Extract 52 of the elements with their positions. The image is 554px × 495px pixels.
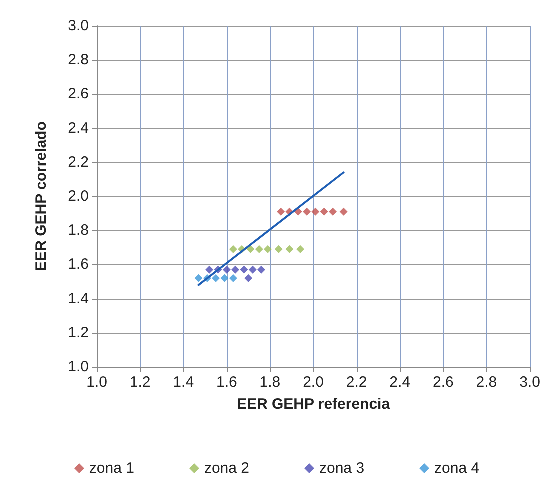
x-axis-title: EER GEHP referencia	[236, 396, 391, 413]
point	[258, 266, 266, 274]
point	[232, 266, 240, 274]
point	[244, 274, 253, 282]
y-tick-label: 1.0	[68, 358, 89, 376]
y-axis-title: EER GEHP correlado	[33, 122, 50, 272]
point	[320, 208, 328, 216]
point	[194, 274, 203, 282]
x-tick-label: 2.2	[346, 374, 368, 391]
point	[240, 266, 248, 274]
x-tick-label: 2.8	[476, 374, 498, 391]
point	[286, 245, 294, 254]
point	[229, 274, 238, 282]
point	[264, 245, 272, 254]
x-tick-label: 2.6	[432, 374, 454, 391]
point	[206, 266, 214, 274]
x-tick-label: 2.4	[390, 374, 411, 391]
x-tick-label: 1.2	[130, 374, 151, 391]
point	[255, 245, 264, 254]
point	[246, 245, 255, 254]
y-tick-label: 1.4	[68, 290, 89, 308]
y-tick-label: 2.4	[68, 120, 89, 137]
y-tick-label: 3.0	[68, 18, 89, 34]
legend-label: zona 1	[89, 460, 134, 477]
legend-label: zona 2	[204, 460, 250, 477]
point	[303, 208, 312, 216]
point	[212, 274, 220, 282]
y-tick-label: 1.2	[68, 324, 89, 342]
point	[277, 208, 286, 216]
y-tick-label: 2.6	[68, 86, 89, 103]
x-tick-label: 1.4	[173, 374, 194, 391]
x-tick-label: 1.8	[260, 374, 281, 391]
point	[222, 266, 231, 274]
y-tick-label: 2.0	[68, 188, 89, 205]
x-tick-label: 3.0	[520, 374, 540, 391]
x-tick-label: 1.6	[216, 374, 238, 391]
point	[220, 274, 229, 282]
legend-label: zona 4	[434, 460, 480, 477]
y-tick-label: 2.2	[68, 154, 89, 171]
x-tick-label: 2.0	[303, 374, 324, 391]
point	[340, 208, 348, 216]
point	[274, 245, 283, 254]
legend-label: zona 3	[320, 460, 365, 477]
y-tick-label: 2.8	[68, 52, 89, 69]
point	[229, 245, 238, 254]
point	[328, 208, 337, 216]
point	[296, 245, 305, 254]
point	[312, 208, 320, 216]
x-tick-label: 1.0	[86, 374, 108, 391]
y-tick-label: 1.6	[68, 256, 89, 274]
point	[248, 266, 257, 274]
y-tick-label: 1.8	[68, 222, 89, 240]
